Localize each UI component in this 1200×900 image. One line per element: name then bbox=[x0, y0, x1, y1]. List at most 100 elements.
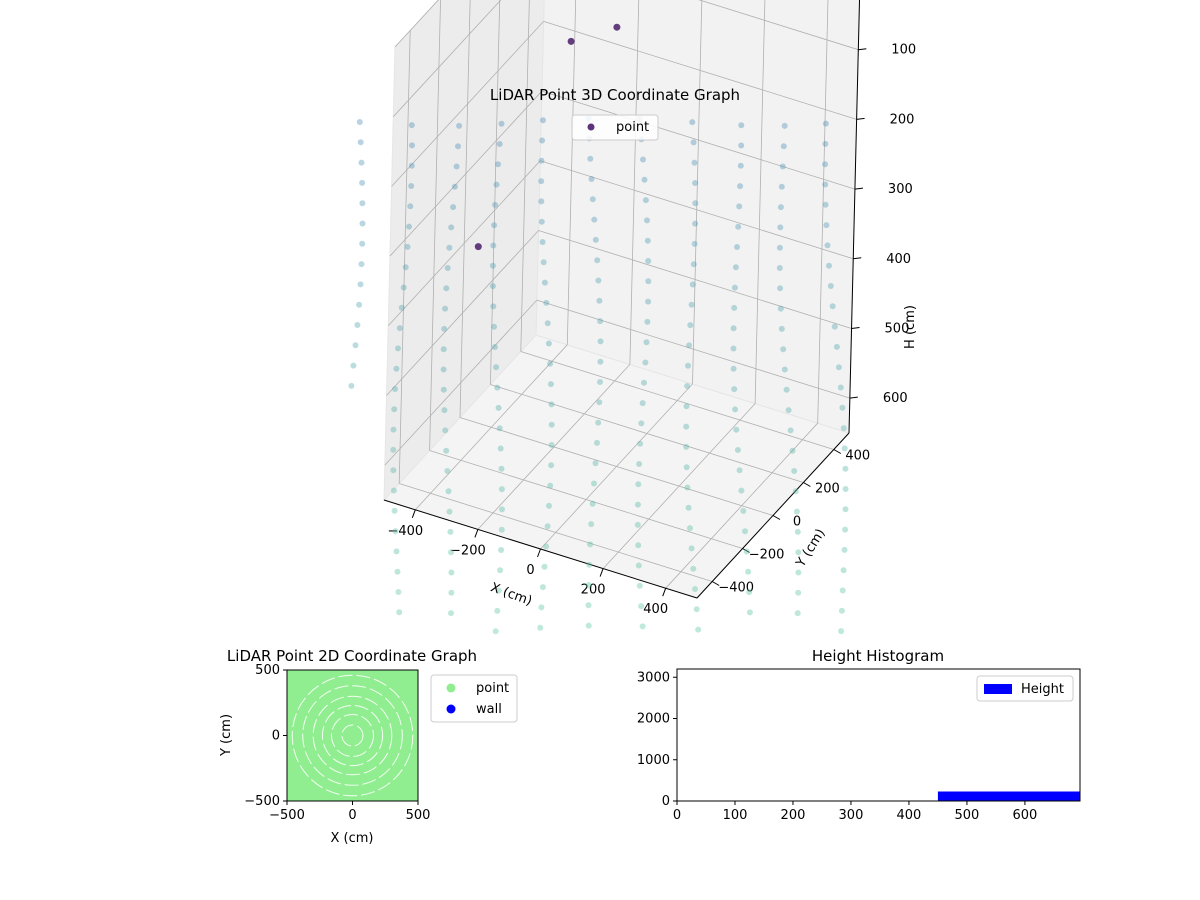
plot-3d-background-point bbox=[448, 224, 455, 231]
plot-3d-grid-line bbox=[540, 160, 854, 260]
plot-2d-x-tick-label: −500 bbox=[269, 808, 305, 823]
plot-3d-background-point bbox=[685, 362, 691, 369]
plot-3d-y-tick bbox=[742, 548, 750, 553]
plot-3d-background-point bbox=[787, 427, 794, 434]
plot-3d-z-tick bbox=[854, 187, 863, 190]
plot-3d-background-point bbox=[822, 140, 829, 147]
plot-3d-background-point bbox=[794, 610, 801, 617]
histogram-x-tick-label: 500 bbox=[955, 808, 980, 823]
plot-3d-x-tick-label: 0 bbox=[526, 563, 534, 578]
plot-3d-background-point bbox=[731, 284, 738, 291]
plot-3d-grid-line bbox=[386, 230, 539, 396]
plot-3d-background-point bbox=[781, 366, 788, 373]
plot-3d-grid-line bbox=[429, 450, 743, 549]
plot-3d-background-point bbox=[691, 240, 698, 247]
plot-3d-background-point bbox=[538, 178, 545, 185]
plot-3d-x-tick-label: −400 bbox=[387, 524, 423, 539]
plot-3d-background-point bbox=[738, 487, 745, 494]
plot-3d-background-point bbox=[831, 323, 838, 330]
plot-3d-grid-line bbox=[520, 351, 834, 450]
plot-3d-background-point bbox=[597, 379, 603, 385]
plot-3d-y-tick bbox=[803, 482, 811, 487]
plot-3d-background-point bbox=[448, 549, 455, 556]
plot-3d-background-point bbox=[839, 587, 846, 594]
plot-3d-background-point bbox=[395, 345, 401, 352]
plot-3d-background-point bbox=[731, 304, 738, 311]
plot-3d-background-point bbox=[440, 366, 447, 373]
plot-3d-background-point bbox=[441, 325, 448, 332]
plot-3d-background-point bbox=[683, 403, 690, 410]
plot-3d-background-point bbox=[776, 244, 783, 251]
plot-3d-point bbox=[567, 37, 575, 45]
plot-3d-background-point bbox=[496, 141, 503, 147]
plot-3d-background-point bbox=[730, 345, 737, 352]
plot-3d-background-point bbox=[792, 488, 799, 495]
plot-3d-legend: point bbox=[571, 114, 659, 141]
plot-2d-ring bbox=[312, 695, 393, 776]
plot-3d-y-tick bbox=[711, 581, 720, 586]
plot-2d-x-tick-label: 0 bbox=[348, 808, 356, 823]
plot-3d-background-point bbox=[408, 162, 415, 169]
plot-3d-z-tick-label: 100 bbox=[891, 43, 916, 58]
plot-3d-z-tick bbox=[853, 257, 862, 260]
plot-3d-background-point bbox=[392, 528, 399, 535]
plot-3d-background-point bbox=[823, 222, 830, 229]
plot-3d-z-tick-label: 400 bbox=[886, 252, 911, 267]
plot-histogram: 0 100 200 300 400 500 600 0 1000 2000 3000 Height … bbox=[637, 647, 1081, 823]
plot-3d-background-point bbox=[592, 236, 599, 243]
plot-3d-background-point bbox=[348, 382, 355, 389]
histogram-x-tick-label: 200 bbox=[781, 808, 806, 823]
plot-3d-background-point bbox=[638, 420, 645, 427]
plot-2d-ring-group bbox=[291, 674, 414, 797]
plot-3d-background-point bbox=[641, 176, 648, 183]
plot-2d-ring bbox=[341, 724, 364, 747]
plot-2d-ring bbox=[291, 674, 414, 797]
plot-2d-legend-label-point: point bbox=[476, 681, 509, 696]
plot-3d-background-point bbox=[585, 622, 592, 629]
plot-3d-background-point bbox=[732, 264, 739, 271]
plot-3d-background-point bbox=[730, 365, 737, 372]
plot-3d-grid-line bbox=[429, 0, 441, 451]
plot-2d-legend-marker-wall bbox=[446, 704, 456, 714]
plot-3d-background-point bbox=[490, 242, 497, 249]
plot-3d-x-tick-label: 200 bbox=[581, 583, 606, 598]
plot-3d-background-point bbox=[358, 159, 365, 166]
plot-3d-background-point bbox=[776, 265, 783, 271]
plot-3d-grid-line bbox=[541, 90, 856, 190]
plot-2d-rings bbox=[291, 674, 414, 797]
plot-3d-background-point bbox=[691, 159, 698, 166]
plot-3d-background-point bbox=[491, 222, 498, 229]
plot-3d-background-point bbox=[683, 443, 690, 450]
plot-3d-background-point bbox=[642, 359, 649, 366]
plot-3d-background-point bbox=[451, 183, 458, 190]
plot-3d-point bbox=[474, 243, 482, 251]
plot-3d-background-point bbox=[737, 162, 744, 169]
plot-3d: −400−2000200400−400−20002004000100200300… bbox=[348, 0, 918, 635]
plot-3d-legend-marker bbox=[587, 123, 595, 131]
plot-3d-background-point bbox=[841, 445, 848, 452]
plot-3d-title: LiDAR Point 3D Coordinate Graph bbox=[490, 86, 740, 104]
plot-3d-background-point bbox=[837, 384, 844, 391]
histogram-bar bbox=[937, 791, 1080, 801]
plot-3d-background-point bbox=[838, 607, 845, 614]
plot-3d-background-point bbox=[842, 506, 849, 513]
plot-3d-grid-line bbox=[391, 21, 544, 187]
plot-3d-grid-line bbox=[520, 0, 530, 352]
plot-3d-z-tick bbox=[849, 396, 858, 399]
plot-3d-background-point bbox=[822, 120, 829, 127]
plot-2d-y-tick-label: 500 bbox=[255, 663, 280, 678]
plot-3d-z-tick-label: 600 bbox=[883, 391, 908, 406]
plot-3d-background-point bbox=[352, 342, 359, 349]
plot-3d-x-tick bbox=[662, 588, 667, 597]
plot-3d-background-point bbox=[497, 445, 504, 452]
plot-2d: −500 0 500 −500 0 500 LiDAR Point 2D Coordina… bbox=[219, 647, 518, 846]
plot-3d-background-point bbox=[683, 464, 690, 471]
plot-3d-background-point bbox=[733, 426, 740, 433]
plot-3d-grid-line bbox=[387, 160, 541, 327]
plot-3d-background-point bbox=[688, 301, 695, 308]
plot-3d-background-point bbox=[794, 528, 801, 535]
plot-3d-background-point bbox=[548, 462, 555, 469]
plot-3d-background-point bbox=[547, 482, 554, 489]
plot-3d-grid-line bbox=[543, 21, 857, 120]
plot-3d-background-point bbox=[543, 543, 550, 550]
